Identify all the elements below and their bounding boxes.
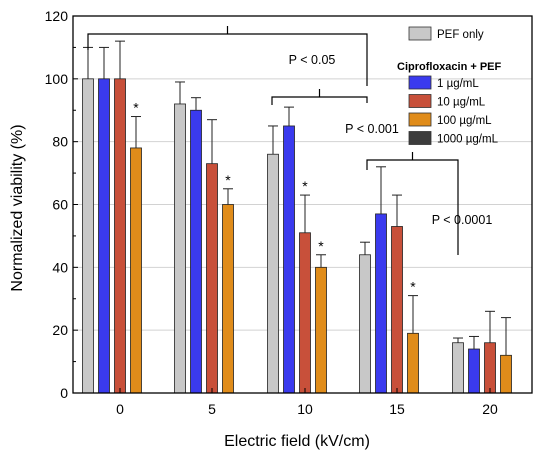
significance-star: *: [318, 238, 324, 254]
p-value-label: P < 0.001: [345, 122, 399, 136]
bar: [315, 266, 327, 394]
bar: [283, 125, 295, 394]
legend-swatch: [408, 75, 432, 90]
x-tick-label: 20: [482, 401, 498, 417]
legend-swatch: [408, 26, 432, 41]
legend-swatch: [408, 94, 432, 108]
axes: 0 20 40 60 80 100 120 0 5 10 15 20: [45, 8, 533, 417]
bar: [206, 163, 218, 394]
x-tick-label: 15: [389, 401, 405, 417]
legend-label: 10 µg/mL: [437, 97, 486, 109]
y-tick-label: 40: [52, 259, 68, 275]
legend-label: 100 µg/mL: [437, 115, 492, 127]
comparison-bracket: [271, 96, 368, 105]
bar: [114, 78, 126, 394]
bar: [452, 342, 464, 394]
significance-star: *: [302, 178, 308, 194]
bar: [391, 226, 403, 394]
bar: [375, 213, 387, 394]
y-tick-label: 60: [52, 197, 68, 213]
significance-annotations: * * * * * P < 0.05 P < 0.001 P < 0.0001: [87, 26, 493, 295]
bar: [190, 109, 202, 394]
bar: [130, 147, 142, 394]
y-tick-label: 80: [52, 134, 68, 150]
legend-label: 1000 µg/mL: [437, 134, 499, 146]
significance-star: *: [133, 100, 139, 116]
y-tick-label: 20: [52, 322, 68, 338]
bar: [407, 332, 419, 394]
bar: [484, 342, 496, 394]
y-axis-title: Normalized viability (%): [9, 124, 26, 291]
y-tick-label: 120: [45, 8, 69, 24]
legend: PEF only Ciprofloxacin + PEF 1 µg/mL 10 µg/…: [397, 26, 501, 146]
bar: [267, 153, 279, 394]
bar: [299, 232, 311, 394]
legend-swatch: [408, 131, 432, 145]
x-axis-title: Electric field (kV/cm): [224, 433, 370, 450]
plot-frame: [72, 15, 533, 394]
bar: [174, 103, 186, 394]
bar: [359, 254, 371, 394]
legend-swatch: [408, 112, 432, 127]
p-value-label: P < 0.0001: [432, 213, 493, 227]
bar: [468, 348, 480, 394]
y-tick-label: 0: [60, 385, 68, 401]
bar: [98, 78, 110, 394]
legend-group-heading: Ciprofloxacin + PEF: [397, 61, 501, 73]
bar: [500, 354, 512, 394]
x-tick-label: 5: [208, 401, 216, 417]
legend-label: PEF only: [437, 29, 484, 41]
bar: [82, 78, 94, 394]
x-tick-label: 0: [116, 401, 124, 417]
error-bars: [83, 40, 511, 356]
legend-label: 1 µg/mL: [437, 78, 479, 90]
significance-star: *: [225, 172, 231, 188]
p-value-label: P < 0.05: [289, 53, 336, 67]
bar: [222, 204, 234, 394]
significance-star: *: [410, 279, 416, 295]
y-tick-label: 100: [45, 71, 69, 87]
grid-lines: [73, 78, 532, 331]
x-tick-label: 10: [297, 401, 313, 417]
